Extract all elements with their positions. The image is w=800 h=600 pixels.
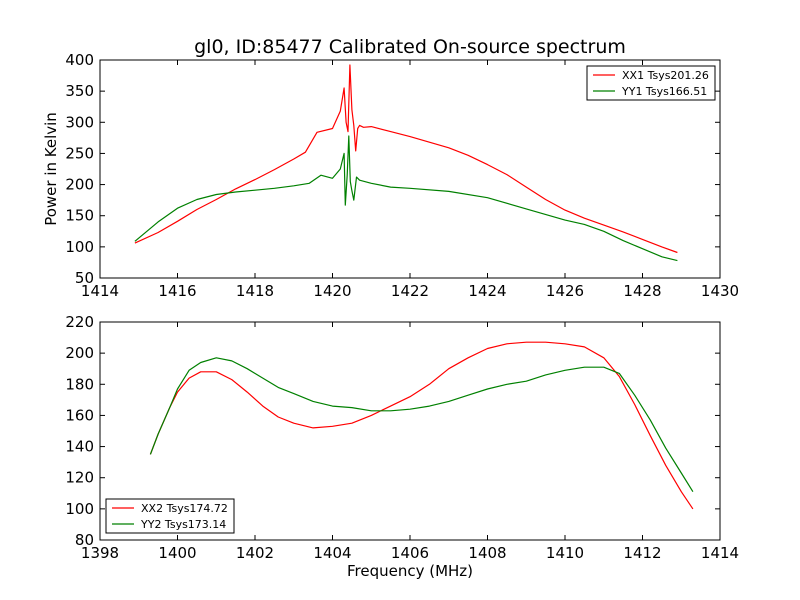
x-tick-label: 1414: [701, 544, 739, 562]
series-line-2: [149, 357, 694, 493]
legend-label: YY2 Tsys173.14: [140, 518, 226, 531]
legend: XX1 Tsys201.26 YY1 Tsys166.51: [586, 65, 716, 101]
bottom-subplot: 1398 1400 1402 1404 1406 1408 1410 1412 1414 80 10…: [65, 313, 739, 562]
x-tick-label: 1412: [623, 544, 661, 562]
y-tick-label: 80: [75, 531, 94, 549]
legend-box: [105, 498, 235, 534]
x-tick-label: 1426: [546, 282, 584, 300]
y-tick-label: 200: [65, 344, 94, 362]
y-tick-label: 100: [65, 500, 94, 518]
y-tick-label: 140: [65, 438, 94, 456]
x-tick-label: 1406: [391, 544, 429, 562]
top-subplot: 1414 1416 1418 1420 1422 1424 1426 1428 1430 50 10…: [65, 51, 739, 300]
x-tick-label: 1424: [468, 282, 506, 300]
y-tick-label: 180: [65, 375, 94, 393]
y-tick-label: 300: [65, 113, 94, 131]
x-tick-label: 1410: [546, 544, 584, 562]
x-tick-label: 1418: [236, 282, 274, 300]
x-tick-label: 1416: [158, 282, 196, 300]
x-tick-label: 1404: [313, 544, 351, 562]
series-line-1: [149, 341, 694, 510]
x-tick-label: 1414: [81, 282, 119, 300]
x-tick-label: 1422: [391, 282, 429, 300]
series-line-2: [134, 135, 678, 262]
y-tick-label: 250: [65, 144, 94, 162]
x-tick-label: 1428: [623, 282, 661, 300]
x-tick-label: 1408: [468, 544, 506, 562]
x-tick-label: 1420: [313, 282, 351, 300]
y-tick-label: 50: [75, 269, 94, 287]
y-tick-label: 100: [65, 238, 94, 256]
chart-title: gl0, ID:85477 Calibrated On-source spect…: [194, 36, 626, 58]
y-axis-label: Power in Kelvin: [42, 112, 60, 226]
x-tick-label: 1398: [81, 544, 119, 562]
y-tick-label: 120: [65, 469, 94, 487]
y-tick-label: 220: [65, 313, 94, 331]
x-tick-label: 1400: [158, 544, 196, 562]
series-line-1: [134, 64, 678, 254]
y-tick-label: 200: [65, 176, 94, 194]
y-tick-label: 350: [65, 82, 94, 100]
x-axis-label: Frequency (MHz): [347, 562, 473, 580]
y-tick-label: 160: [65, 406, 94, 424]
x-tick-label: 1402: [236, 544, 274, 562]
legend-label: XX2 Tsys174.72: [141, 502, 228, 515]
legend-label: XX1 Tsys201.26: [622, 69, 709, 82]
y-tick-label: 400: [65, 51, 94, 69]
legend-label: YY1 Tsys166.51: [621, 85, 707, 98]
x-tick-label: 1430: [701, 282, 739, 300]
legend-box: [586, 65, 716, 101]
y-tick-label: 150: [65, 207, 94, 225]
legend: XX2 Tsys174.72 YY2 Tsys173.14: [105, 498, 235, 534]
